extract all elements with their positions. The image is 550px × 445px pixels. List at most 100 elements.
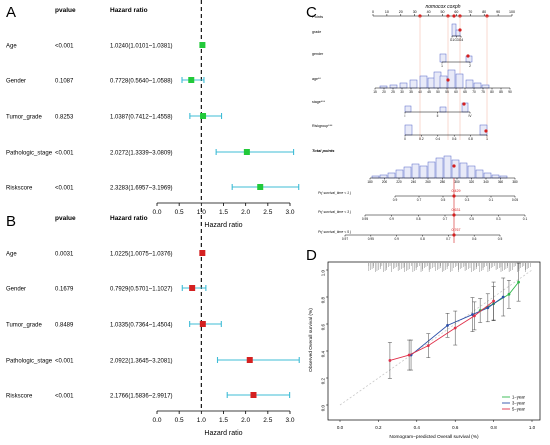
survival-tick-label: 0.5	[469, 217, 474, 221]
age-tick-label: 60	[454, 90, 458, 94]
row-label: Riskscore	[6, 186, 33, 192]
riskgroup-tick-label: 0.2	[419, 137, 424, 141]
total-bar	[411, 163, 420, 179]
survival-highlight: 0.429	[452, 189, 461, 193]
x-tick-label: 2.5	[263, 209, 272, 216]
points-tick-label: 100	[509, 10, 515, 14]
age-bar	[399, 82, 408, 89]
total-bar	[371, 175, 380, 179]
age-tick-label: 70	[472, 90, 476, 94]
total-tick-label: 320	[469, 180, 475, 184]
survival-tick-label: 0.7	[446, 237, 451, 241]
age-tick-label: 55	[445, 90, 449, 94]
age-bar	[473, 82, 482, 89]
y-tick-label: 0.2	[321, 378, 326, 385]
series-point	[517, 280, 520, 284]
row-label: Tumor_grade	[6, 115, 42, 121]
x-tick-label: 2.0	[241, 417, 250, 424]
total-marker	[452, 164, 456, 168]
x-tick-label: 1.5	[219, 417, 228, 424]
survival-tick-label: 0.5	[498, 237, 503, 241]
panel-label-a: A	[6, 4, 16, 21]
row-label: Gender	[6, 79, 26, 85]
age-tick-label: 90	[508, 90, 512, 94]
x-tick-label: 0.5	[175, 209, 184, 216]
age-tick-label: 80	[490, 90, 494, 94]
row-pvalue: <0.001	[55, 186, 74, 192]
row-pvalue: 0.8253	[55, 115, 74, 121]
total-tick-label: 240	[411, 180, 417, 184]
x-tick-label: 1.0	[529, 425, 536, 430]
panel-label-d: D	[306, 247, 317, 264]
series-line	[389, 300, 494, 361]
age-tick-label: 30	[400, 90, 404, 94]
survival-marker	[452, 194, 456, 198]
series-point	[507, 292, 511, 296]
age-bar	[481, 84, 490, 89]
panel-label-c: C	[306, 4, 317, 21]
age-bar	[409, 79, 418, 89]
total-tick-label: 300	[454, 180, 460, 184]
x-tick-label: 0.0	[337, 425, 344, 430]
survival-row-label: Pr( survival_time < 1 )	[318, 191, 351, 195]
points-tick-label: 50	[441, 10, 445, 14]
row-pvalue: 0.1679	[55, 287, 74, 293]
stage-tick-label: I	[405, 114, 406, 118]
row-label-grade: grade	[312, 30, 321, 34]
survival-tick-label: 0.5	[441, 198, 446, 202]
column-header-hazard-ratio: Hazard ratio	[110, 215, 148, 222]
x-tick-label: 0.4	[414, 425, 421, 430]
total-bar	[443, 155, 452, 179]
row-hazard-text: 2.3283(1.6957~3.1969)	[110, 186, 173, 192]
row-label: Gender	[6, 287, 26, 293]
series-point	[486, 306, 490, 310]
age-marker	[446, 78, 450, 82]
row-label: Pathologic_stage	[6, 151, 53, 157]
age-bar	[439, 75, 448, 89]
row-label-stage: stage***	[312, 100, 326, 104]
survival-marker	[452, 233, 456, 237]
series-point	[473, 314, 476, 318]
hazard-point	[199, 250, 206, 256]
gender-tick-label: 2	[469, 64, 471, 68]
total-bar	[459, 162, 468, 179]
row-hazard-text: 1.0387(0.7412~1.4558)	[110, 115, 173, 121]
points-tick-label: 60	[454, 10, 458, 14]
y-tick-label: 0.0	[321, 405, 326, 412]
hazard-point	[246, 357, 253, 363]
stage-bar	[404, 105, 412, 113]
points-tick-label: 0	[372, 10, 374, 14]
row-pvalue: <0.001	[55, 151, 74, 157]
x-axis-label: Nomogram−predicted Overall survival (%)	[389, 434, 479, 440]
nomogram-title: nomocox coxph	[425, 4, 460, 10]
survival-tick-label: 0.7	[417, 198, 422, 202]
riskgroup-tick-label: 1	[486, 137, 488, 141]
survival-marker	[452, 213, 456, 217]
survival-tick-label: 0.3	[465, 198, 470, 202]
panel-label-b: B	[6, 213, 16, 230]
series-point	[453, 326, 457, 330]
row-label-gender: gender	[312, 52, 324, 56]
x-tick-label: 0.5	[175, 417, 184, 424]
x-tick-label: 1.0	[197, 209, 206, 216]
x-tick-label: 2.5	[263, 417, 272, 424]
row-hazard-text: 0.7929(0.5701~1.1027)	[110, 287, 173, 293]
row-label-riskgroup: Riskgroup***	[312, 124, 333, 128]
series-point	[446, 323, 449, 327]
series-point	[407, 353, 411, 357]
survival-highlight: 0.767	[452, 228, 461, 232]
riskgroup-marker	[484, 129, 488, 133]
x-tick-label: 0.0	[152, 417, 161, 424]
age-tick-label: 25	[391, 90, 395, 94]
total-tick-label: 200	[382, 180, 388, 184]
age-bar	[379, 85, 388, 89]
total-bar	[491, 174, 500, 179]
row-label: Age	[6, 252, 17, 258]
y-tick-label: 0.4	[321, 351, 326, 358]
row-hazard-text: 2.1766(1.5836~2.9917)	[110, 394, 173, 400]
row-pvalue: <0.001	[55, 359, 74, 365]
x-tick-label: 3.0	[285, 209, 294, 216]
legend-label: 1−year	[512, 395, 526, 400]
survival-highlight: 0.631	[452, 208, 461, 212]
